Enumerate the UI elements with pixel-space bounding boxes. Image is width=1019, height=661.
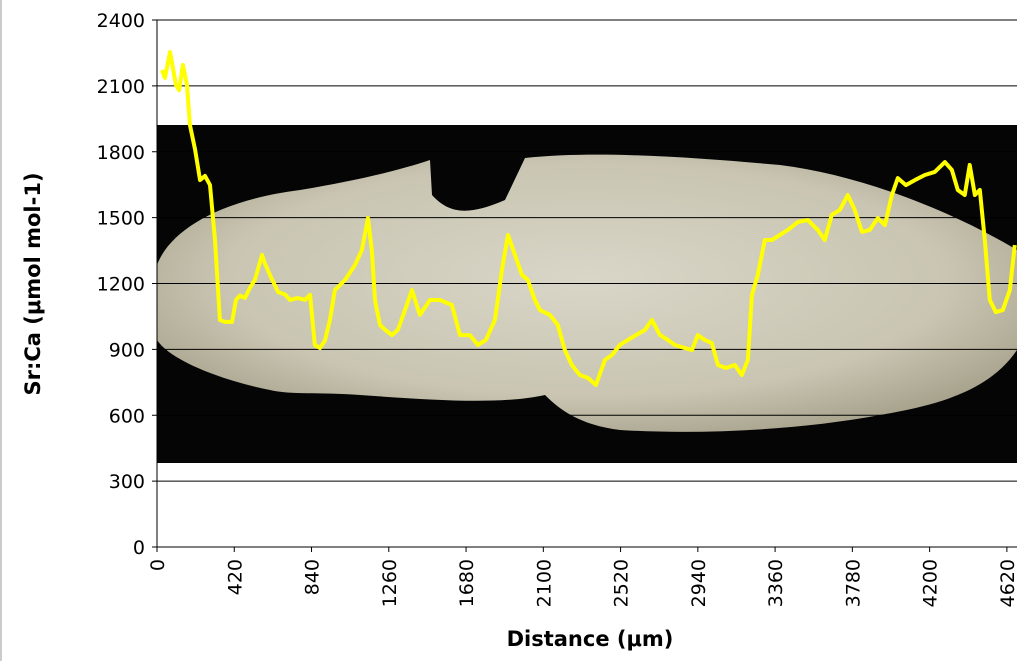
y-tick-label: 2400 — [97, 10, 145, 32]
x-tick-label: 4200 — [920, 559, 942, 607]
y-tick-label: 300 — [109, 471, 145, 493]
y-tick-label: 900 — [109, 339, 145, 361]
y-tick-label: 2100 — [97, 76, 145, 98]
x-tick-label: 2100 — [533, 559, 555, 607]
x-tick-label: 840 — [302, 559, 324, 595]
y-axis-title: Sr:Ca (μmol mol-1) — [21, 172, 45, 395]
y-tick-label: 1800 — [97, 142, 145, 164]
data-line — [160, 50, 1017, 387]
x-tick-label: 4620 — [997, 559, 1019, 607]
x-tick-label: 1260 — [379, 559, 401, 607]
y-tick-label: 600 — [109, 405, 145, 427]
x-tick-label: 3780 — [842, 559, 864, 607]
y-tick-label: 0 — [133, 537, 145, 559]
x-tick-label: 1680 — [456, 559, 478, 607]
x-tick-label: 2520 — [611, 559, 633, 607]
x-tick-label: 3360 — [765, 559, 787, 607]
x-tick-label: 420 — [224, 559, 246, 595]
y-tick-label: 1500 — [97, 208, 145, 230]
background-photo — [157, 125, 1017, 463]
x-axis-title: Distance (μm) — [507, 627, 674, 651]
x-tick-label: 2940 — [688, 559, 710, 607]
y-tick-label: 1200 — [97, 274, 145, 296]
x-tick-label: 0 — [147, 559, 169, 571]
